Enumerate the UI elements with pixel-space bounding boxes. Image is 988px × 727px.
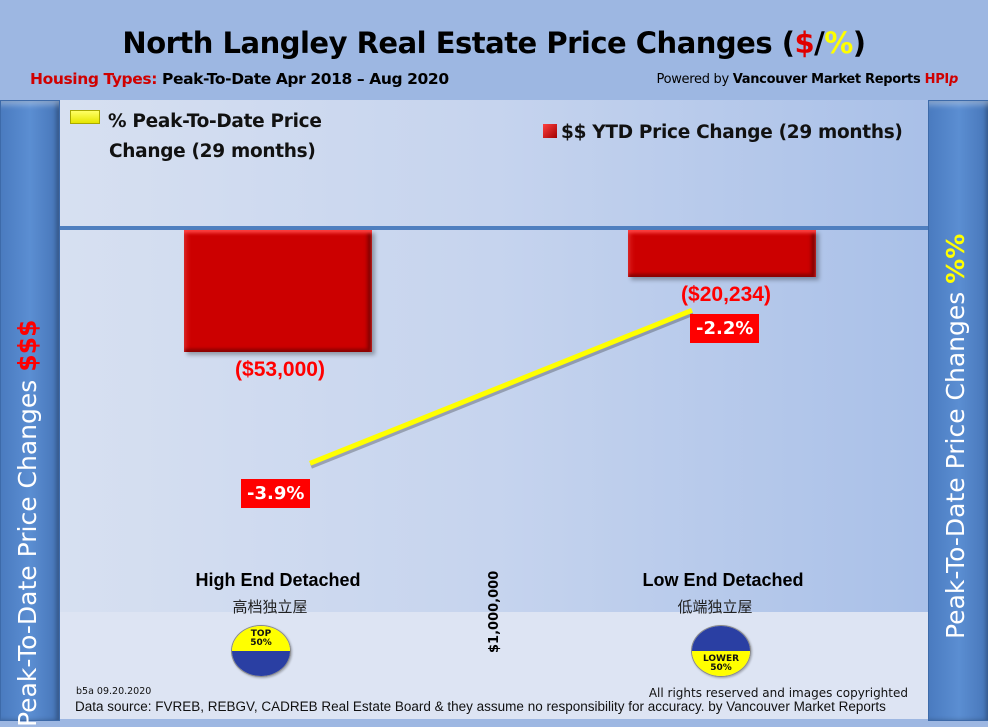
category-label-low-end: Low End Detached <box>642 570 804 590</box>
badge-lower-line2: 50% <box>710 662 732 673</box>
category-label-high-end: High End Detached <box>195 570 361 590</box>
lower-50-badge: LOWER 50% <box>691 625 751 677</box>
report-code: b5a 09.20.2020 <box>76 686 152 697</box>
chart-title: North Langley Real Estate Price Changes … <box>0 26 988 60</box>
title-percent: % <box>824 26 853 60</box>
badge-lower-line1: LOWER <box>702 653 740 664</box>
zero-baseline <box>59 226 928 230</box>
subtitle-text: Peak-To-Date Apr 2018 – Aug 2020 <box>157 70 449 88</box>
right-axis-panel: Peak-To-Date Price Changes %% <box>928 100 988 721</box>
powered-by: Powered by Vancouver Market Reports HPIp <box>657 72 959 87</box>
top-50-badge: TOP 50% <box>231 625 291 677</box>
legend-red-swatch <box>543 124 557 138</box>
bar-value-label-high-end-detached: ($53,000) <box>235 358 325 381</box>
legend-yellow-text-2: Change (29 months) <box>109 141 316 162</box>
title-text: North Langley Real Estate Price Changes … <box>122 26 795 60</box>
title-close: ) <box>852 26 866 60</box>
powered-p: p <box>948 72 958 87</box>
right-axis-accent: %% <box>941 233 970 284</box>
plot-area <box>59 100 928 612</box>
left-axis-text: Peak-To-Date Price Changes <box>13 371 42 727</box>
category-sublabel-low-end: 低端独立屋 <box>677 598 753 616</box>
bar-low-end-detached <box>628 230 816 277</box>
price-threshold-label: $1,000,000 <box>487 570 502 653</box>
bar-value-label-low-end-detached: ($20,234) <box>681 282 771 306</box>
title-slash: / <box>814 26 825 60</box>
pct-value-label-high-end-detached: -3.9% <box>241 479 311 508</box>
legend-yellow-text-1: % Peak-To-Date Price <box>108 111 322 132</box>
legend-line-series: % Peak-To-Date Price Change (29 months) <box>70 107 322 167</box>
subtitle-label: Housing Types: <box>30 70 157 88</box>
right-axis-title: Peak-To-Date Price Changes %% <box>941 234 970 639</box>
legend-red-text: $$ YTD Price Change (29 months) <box>561 122 903 143</box>
badge-top-line1: TOP <box>250 628 272 639</box>
powered-brand: Vancouver Market Reports <box>732 72 925 87</box>
badge-top-line2: 50% <box>250 637 272 648</box>
powered-hpi: HPI <box>924 72 950 87</box>
data-source-note: Data source: FVREB, REBGV, CADREB Real E… <box>75 699 886 714</box>
subtitle: Housing Types: Peak-To-Date Apr 2018 – A… <box>30 70 449 88</box>
copyright-note: All rights reserved and images copyright… <box>648 686 908 700</box>
left-axis-title: Peak-To-Date Price Changes $$$ <box>13 320 42 727</box>
bar-high-end-detached <box>184 230 372 352</box>
footer-area <box>59 612 928 719</box>
powered-prefix: Powered by <box>656 72 733 87</box>
legend-yellow-swatch <box>70 110 100 124</box>
legend-bar-series: $$ YTD Price Change (29 months) <box>543 118 903 148</box>
left-axis-panel: Peak-To-Date Price Changes $$$ <box>0 100 60 727</box>
category-sublabel-high-end: 高档独立屋 <box>232 598 308 616</box>
title-dollar: $ <box>794 26 815 60</box>
pct-value-label-low-end-detached: -2.2% <box>690 314 760 343</box>
right-axis-text: Peak-To-Date Price Changes <box>941 283 970 639</box>
left-axis-accent: $$$ <box>13 319 42 372</box>
